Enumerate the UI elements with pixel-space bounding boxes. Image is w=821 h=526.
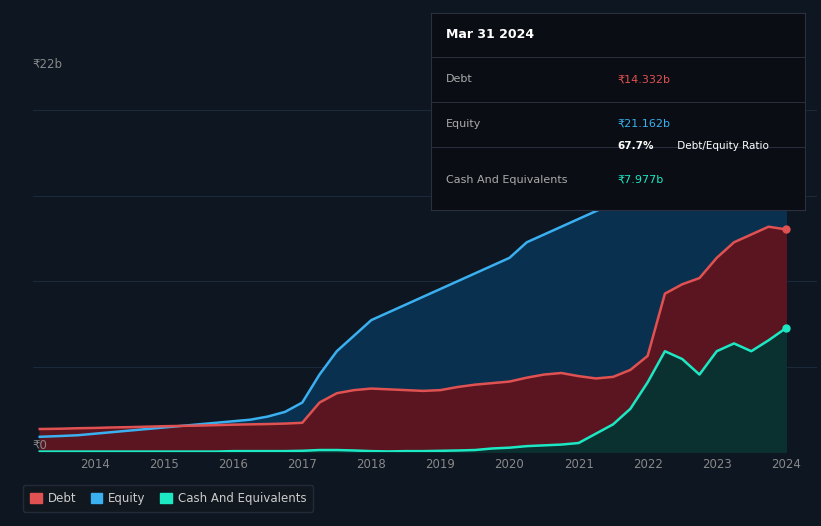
Text: ₹7.977b: ₹7.977b — [617, 175, 664, 185]
Text: Cash And Equivalents: Cash And Equivalents — [446, 175, 567, 185]
Text: Debt: Debt — [446, 74, 473, 84]
Text: 67.7%: 67.7% — [617, 141, 654, 151]
Legend: Debt, Equity, Cash And Equivalents: Debt, Equity, Cash And Equivalents — [23, 484, 314, 512]
Text: Debt/Equity Ratio: Debt/Equity Ratio — [674, 141, 768, 151]
Text: Mar 31 2024: Mar 31 2024 — [446, 28, 534, 42]
Text: ₹22b: ₹22b — [33, 58, 63, 71]
Text: ₹14.332b: ₹14.332b — [617, 74, 671, 84]
Text: ₹21.162b: ₹21.162b — [617, 118, 671, 129]
Text: Equity: Equity — [446, 118, 481, 129]
Text: ₹0: ₹0 — [33, 439, 48, 452]
